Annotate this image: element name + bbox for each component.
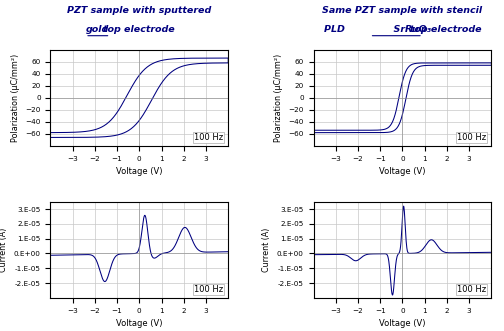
- Text: PLD                    top electrode: PLD top electrode: [324, 25, 481, 34]
- X-axis label: Voltage (V): Voltage (V): [379, 167, 426, 176]
- Text: PZT sample with sputtered: PZT sample with sputtered: [67, 6, 212, 15]
- Text: 100 Hz: 100 Hz: [457, 285, 486, 294]
- Text: gold: gold: [86, 25, 109, 34]
- Text: Same PZT sample with stencil: Same PZT sample with stencil: [323, 6, 482, 15]
- Y-axis label: Current (A): Current (A): [263, 228, 272, 272]
- X-axis label: Voltage (V): Voltage (V): [116, 319, 163, 328]
- X-axis label: Voltage (V): Voltage (V): [116, 167, 163, 176]
- Text: 100 Hz: 100 Hz: [457, 133, 486, 142]
- Y-axis label: Current (A): Current (A): [0, 228, 8, 272]
- Y-axis label: Polarization (μC/mm²): Polarization (μC/mm²): [11, 54, 20, 142]
- Y-axis label: Polarization (μC/mm²): Polarization (μC/mm²): [274, 54, 283, 142]
- Text: 100 Hz: 100 Hz: [194, 133, 223, 142]
- X-axis label: Voltage (V): Voltage (V): [379, 319, 426, 328]
- Text: 100 Hz: 100 Hz: [194, 285, 223, 294]
- Text: top electrode: top electrode: [103, 25, 175, 34]
- Text: SrRuO₃: SrRuO₃: [374, 25, 431, 34]
